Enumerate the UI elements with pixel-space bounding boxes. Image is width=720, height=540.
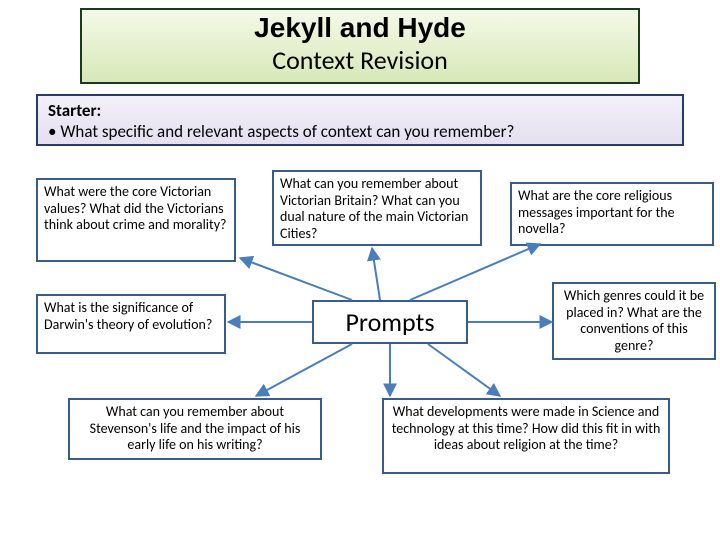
box-darwin: What is the significance of Darwin's the… <box>36 294 226 354</box>
starter-label: Starter: <box>48 100 101 121</box>
box-religious-messages: What are the core religious messages imp… <box>510 182 714 246</box>
title-box: Jekyll and Hyde Context Revision <box>80 8 640 84</box>
box-victorian-britain: What can you remember about Victorian Br… <box>272 170 482 246</box>
box-victorian-values: What were the core Victorian values? Wha… <box>36 178 236 262</box>
starter-bullet: • <box>48 121 60 142</box>
box-science: What developments were made in Science a… <box>382 398 670 474</box>
title-sub: Context Revision <box>82 44 638 76</box>
starter-box: Starter: • What specific and relevant as… <box>36 94 684 146</box>
starter-text: What specific and relevant aspects of co… <box>60 121 514 142</box>
box-stevenson: What can you remember about Stevenson's … <box>68 398 322 460</box>
box-genre: Which genres could it be placed in? What… <box>552 282 716 360</box>
prompts-hub: Prompts <box>312 300 468 344</box>
title-main: Jekyll and Hyde <box>82 12 638 44</box>
